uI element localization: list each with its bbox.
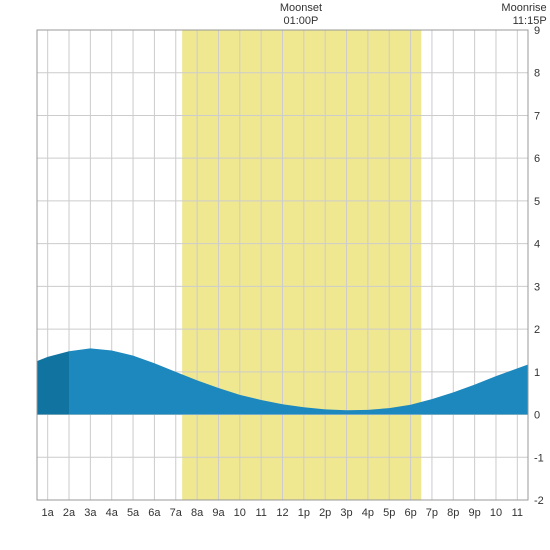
moonrise-label: Moonrise 11:15P (501, 2, 546, 28)
svg-text:11: 11 (255, 507, 266, 519)
svg-text:5p: 5p (383, 507, 395, 519)
svg-text:2p: 2p (319, 507, 331, 519)
moonset-title: Moonset (280, 2, 322, 15)
svg-text:3: 3 (534, 281, 540, 293)
moonrise-title: Moonrise (501, 2, 546, 15)
svg-text:7a: 7a (170, 507, 183, 519)
svg-text:11: 11 (512, 507, 523, 519)
svg-text:1a: 1a (42, 507, 55, 519)
svg-text:6: 6 (534, 153, 540, 165)
svg-text:4a: 4a (106, 507, 119, 519)
svg-text:3p: 3p (340, 507, 352, 519)
svg-text:-1: -1 (534, 452, 544, 464)
svg-text:10: 10 (490, 507, 502, 519)
svg-text:12: 12 (276, 507, 288, 519)
tide-chart: Moonset 01:00P Moonrise 11:15P 1a2a3a4a5… (0, 0, 550, 550)
svg-text:3a: 3a (84, 507, 97, 519)
svg-text:10: 10 (234, 507, 246, 519)
moonset-time: 01:00P (280, 15, 322, 28)
svg-text:-2: -2 (534, 495, 544, 507)
moonset-label: Moonset 01:00P (280, 2, 322, 28)
svg-text:7: 7 (534, 110, 540, 122)
svg-text:5: 5 (534, 196, 540, 208)
svg-text:2a: 2a (63, 507, 76, 519)
svg-text:8: 8 (534, 68, 540, 80)
svg-text:2: 2 (534, 324, 540, 336)
svg-text:5a: 5a (127, 507, 140, 519)
svg-text:8p: 8p (447, 507, 459, 519)
svg-text:4: 4 (534, 239, 540, 251)
svg-text:9p: 9p (469, 507, 481, 519)
svg-text:9a: 9a (212, 507, 225, 519)
svg-text:6a: 6a (148, 507, 161, 519)
svg-text:1p: 1p (298, 507, 310, 519)
svg-text:4p: 4p (362, 507, 374, 519)
svg-text:0: 0 (534, 410, 540, 422)
svg-text:7p: 7p (426, 507, 438, 519)
svg-text:6p: 6p (404, 507, 416, 519)
moonrise-time: 11:15P (501, 15, 546, 28)
svg-text:1: 1 (534, 367, 540, 379)
svg-text:8a: 8a (191, 507, 204, 519)
chart-svg: 1a2a3a4a5a6a7a8a9a1011121p2p3p4p5p6p7p8p… (0, 0, 550, 550)
